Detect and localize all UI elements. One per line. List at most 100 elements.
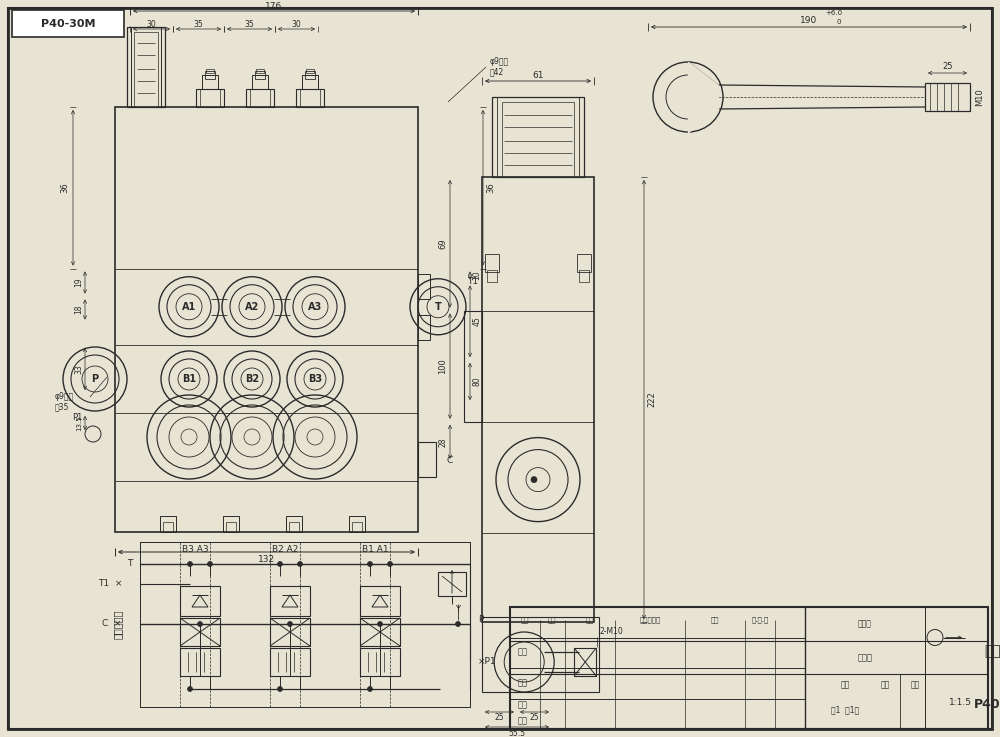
Circle shape xyxy=(188,686,192,691)
Text: 审核: 审核 xyxy=(518,700,528,709)
Bar xyxy=(296,89,324,107)
Text: 2-M10: 2-M10 xyxy=(599,627,623,637)
Text: 33: 33 xyxy=(74,364,84,374)
Text: 45: 45 xyxy=(473,316,482,326)
Text: 关1  彈1彉: 关1 彈1彉 xyxy=(831,705,859,714)
Text: 校对: 校对 xyxy=(518,678,528,687)
Text: 80: 80 xyxy=(473,377,482,386)
Bar xyxy=(226,522,236,532)
Bar xyxy=(574,648,596,676)
Text: M10: M10 xyxy=(976,88,984,106)
Text: 36: 36 xyxy=(486,182,496,193)
Bar xyxy=(418,315,430,340)
Circle shape xyxy=(388,562,392,567)
Text: 176: 176 xyxy=(265,1,283,10)
Text: 处数: 处数 xyxy=(548,616,556,623)
Text: T: T xyxy=(127,559,132,568)
Bar xyxy=(482,177,594,622)
Circle shape xyxy=(208,562,212,567)
Text: 222: 222 xyxy=(648,391,656,408)
Text: 100: 100 xyxy=(438,358,448,374)
Bar xyxy=(286,516,302,532)
Text: P40-30M: P40-30M xyxy=(41,19,95,29)
Text: 签名: 签名 xyxy=(711,616,719,623)
Bar xyxy=(349,516,365,532)
Circle shape xyxy=(378,621,382,626)
Text: 标记: 标记 xyxy=(521,616,529,623)
Text: B3 A3: B3 A3 xyxy=(182,545,208,554)
Text: T: T xyxy=(435,301,441,312)
Circle shape xyxy=(531,477,537,483)
Bar xyxy=(12,10,124,37)
Text: P: P xyxy=(478,615,483,624)
Bar xyxy=(418,273,430,298)
Circle shape xyxy=(188,562,192,567)
Text: 190: 190 xyxy=(800,15,818,24)
Bar xyxy=(180,648,220,676)
Bar xyxy=(464,310,482,422)
Text: φ9通孔
高42: φ9通孔 高42 xyxy=(490,57,509,77)
Bar xyxy=(487,270,497,282)
Text: 30: 30 xyxy=(147,19,156,29)
Bar xyxy=(502,102,574,177)
Bar xyxy=(289,522,299,532)
Bar xyxy=(302,75,318,89)
Text: w: w xyxy=(468,581,474,587)
Text: 61: 61 xyxy=(532,71,544,80)
Circle shape xyxy=(456,621,460,626)
Text: 三联多路阀: 三联多路阀 xyxy=(984,644,1000,658)
Text: 10: 10 xyxy=(473,270,482,280)
Text: 年.月.日: 年.月.日 xyxy=(751,616,769,623)
Text: 重量: 重量 xyxy=(840,680,850,690)
Text: 版本号: 版本号 xyxy=(858,620,872,629)
Bar xyxy=(482,617,599,692)
Bar xyxy=(360,618,400,646)
Text: 13.5: 13.5 xyxy=(76,415,82,431)
Bar xyxy=(925,83,970,111)
Text: 28: 28 xyxy=(438,437,448,447)
Text: 35: 35 xyxy=(245,19,254,29)
Text: C: C xyxy=(447,455,453,464)
Text: 批准: 批准 xyxy=(880,680,890,690)
Text: φ9通孔
高35: φ9通孔 高35 xyxy=(55,392,74,412)
Text: 更改文件号: 更改文件号 xyxy=(639,616,661,623)
Text: A3: A3 xyxy=(308,301,322,312)
Text: 分区: 分区 xyxy=(586,616,594,623)
Bar xyxy=(352,522,362,532)
Bar xyxy=(140,542,470,707)
Text: +6.0: +6.0 xyxy=(825,10,843,16)
Text: C  ×: C × xyxy=(103,620,122,629)
Bar xyxy=(180,618,220,646)
Bar xyxy=(255,71,265,79)
Text: 25: 25 xyxy=(942,61,953,71)
Text: 35: 35 xyxy=(194,19,203,29)
Text: ×P1: ×P1 xyxy=(478,657,497,666)
Text: 工艺: 工艺 xyxy=(518,716,528,725)
Bar xyxy=(202,75,218,89)
Text: B1 A1: B1 A1 xyxy=(362,545,388,554)
Text: 1:1.5: 1:1.5 xyxy=(948,698,972,707)
Text: 18: 18 xyxy=(74,305,84,314)
Circle shape xyxy=(368,562,372,567)
Text: T1  ×: T1 × xyxy=(98,579,122,589)
Text: 比例: 比例 xyxy=(910,680,920,690)
Bar xyxy=(497,97,579,177)
Bar xyxy=(134,32,158,107)
Text: 30: 30 xyxy=(292,19,301,29)
Bar xyxy=(200,89,220,107)
Bar xyxy=(250,89,270,107)
Bar xyxy=(270,648,310,676)
Bar xyxy=(206,69,214,73)
Circle shape xyxy=(278,562,283,567)
Text: 25: 25 xyxy=(495,713,504,722)
Bar xyxy=(256,69,264,73)
Bar xyxy=(300,89,320,107)
Text: Y: Y xyxy=(456,606,460,615)
Circle shape xyxy=(288,621,292,626)
Circle shape xyxy=(368,686,372,691)
Text: A2: A2 xyxy=(245,301,259,312)
Text: 36: 36 xyxy=(60,182,70,193)
Text: 19: 19 xyxy=(74,278,84,287)
Text: 132: 132 xyxy=(258,556,275,565)
Circle shape xyxy=(298,562,302,567)
